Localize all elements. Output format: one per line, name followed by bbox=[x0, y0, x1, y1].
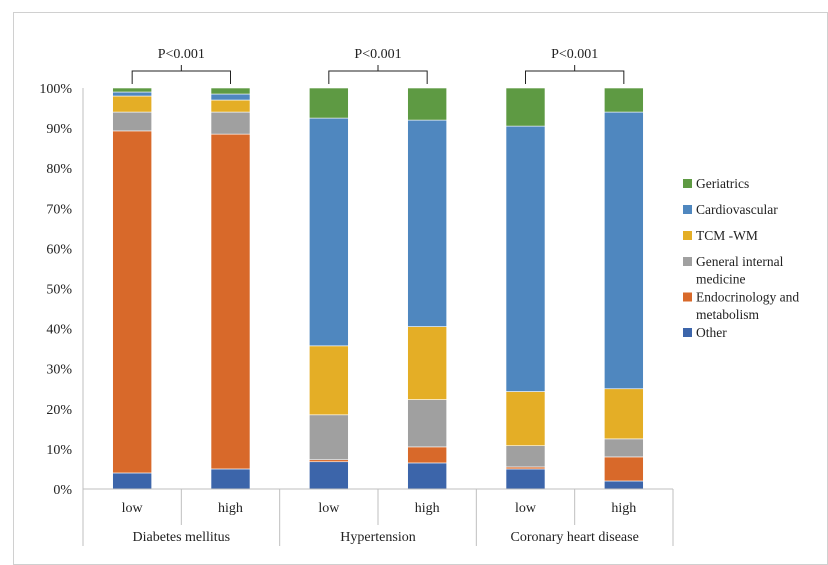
bar-segment-general-internal-medicine bbox=[407, 399, 447, 448]
bar-segment-endocrinology-and-metabolism bbox=[604, 456, 644, 482]
bar-segment-general-internal-medicine bbox=[309, 414, 349, 461]
legend-label: General internal bbox=[696, 254, 784, 269]
y-tick-label: 60% bbox=[46, 242, 72, 257]
legend-swatch bbox=[683, 257, 692, 266]
y-tick-label: 90% bbox=[46, 122, 72, 137]
legend-label: Endocrinology and bbox=[696, 290, 799, 305]
y-tick-label: 80% bbox=[46, 162, 72, 177]
legend-label: Other bbox=[696, 325, 727, 340]
bar-segment-cardiovascular bbox=[604, 111, 644, 390]
category-label: low bbox=[318, 501, 340, 516]
legend-label: medicine bbox=[696, 272, 745, 287]
bar-segment-geriatrics bbox=[407, 87, 447, 121]
y-tick-label: 70% bbox=[46, 202, 72, 217]
bar-segment-endocrinology-and-metabolism bbox=[407, 446, 447, 464]
bar-segment-endocrinology-and-metabolism bbox=[210, 133, 251, 470]
bar-segment-cardiovascular bbox=[505, 125, 546, 392]
bar-segment-endocrinology-and-metabolism bbox=[309, 459, 349, 463]
legend-swatch bbox=[683, 292, 692, 302]
bar-segment-general-internal-medicine bbox=[604, 438, 644, 458]
bar-segment-general-internal-medicine bbox=[112, 111, 152, 132]
bar-segment-endocrinology-and-metabolism bbox=[112, 130, 152, 474]
bar-segment-cardiovascular bbox=[407, 119, 447, 327]
bar-segment-cardiovascular bbox=[210, 93, 251, 101]
bars-layer bbox=[112, 87, 644, 490]
p-value-label: P<0.001 bbox=[158, 47, 205, 62]
bar-segment-general-internal-medicine bbox=[505, 445, 546, 468]
legend-swatch bbox=[683, 205, 692, 214]
bar-segment-other bbox=[505, 468, 546, 490]
bar-segment-tcm-wm bbox=[604, 388, 644, 440]
y-axis: 0% 10% 20% 30% 40% 50% 60% 70% 80% 90% 100% bbox=[39, 82, 84, 498]
bar-segment-geriatrics bbox=[505, 87, 546, 127]
legend-label: Geriatrics bbox=[696, 176, 749, 191]
bar-segment-general-internal-medicine bbox=[210, 111, 251, 135]
category-label: low bbox=[122, 501, 144, 516]
x-axis: low high low high low high Diabetes mellitus Hy… bbox=[82, 488, 674, 546]
bar-segment-geriatrics bbox=[210, 87, 251, 95]
bar-segment-geriatrics bbox=[604, 87, 644, 113]
category-label: high bbox=[611, 501, 636, 516]
bar-segment-endocrinology-and-metabolism bbox=[505, 466, 546, 470]
bar-segment-geriatrics bbox=[309, 87, 349, 119]
p-value-label: P<0.001 bbox=[551, 47, 598, 62]
bar-segment-tcm-wm bbox=[112, 95, 152, 113]
group-label: Diabetes mellitus bbox=[133, 530, 231, 545]
bar-segment-cardiovascular bbox=[309, 117, 349, 347]
y-tick-label: 20% bbox=[46, 403, 72, 418]
y-tick-label: 0% bbox=[53, 483, 72, 498]
significance-brackets: P<0.001 P<0.001 P<0.001 bbox=[131, 47, 625, 84]
bar-segment-cardiovascular bbox=[112, 91, 152, 97]
legend-swatch bbox=[683, 179, 692, 188]
legend-label: TCM -WM bbox=[696, 228, 758, 243]
group-label: Coronary heart disease bbox=[511, 530, 639, 545]
y-tick-label: 40% bbox=[46, 323, 72, 338]
bar-segment-geriatrics bbox=[112, 87, 152, 93]
group-label: Hypertension bbox=[340, 530, 415, 545]
category-label: high bbox=[415, 501, 440, 516]
y-tick-label: 30% bbox=[46, 363, 72, 378]
legend: Geriatrics Cardiovascular TCM -WM General i… bbox=[683, 176, 799, 340]
y-tick-label: 10% bbox=[46, 443, 72, 458]
category-label: high bbox=[218, 501, 243, 516]
legend-label: Cardiovascular bbox=[696, 202, 778, 217]
legend-label: metabolism bbox=[696, 307, 759, 322]
legend-swatch bbox=[683, 328, 692, 337]
y-tick-label: 50% bbox=[46, 283, 72, 298]
bar-segment-tcm-wm bbox=[407, 326, 447, 400]
bar-segment-tcm-wm bbox=[210, 99, 251, 113]
bar-segment-other bbox=[112, 472, 152, 490]
y-tick-label: 100% bbox=[39, 82, 72, 97]
bar-segment-other bbox=[407, 462, 447, 490]
category-label: low bbox=[515, 501, 537, 516]
bar-segment-other bbox=[210, 468, 251, 490]
bar-segment-tcm-wm bbox=[505, 391, 546, 446]
p-value-label: P<0.001 bbox=[354, 47, 401, 62]
bar-segment-other bbox=[309, 461, 349, 490]
bar-segment-tcm-wm bbox=[309, 345, 349, 416]
bar-segment-other bbox=[604, 480, 644, 490]
legend-swatch bbox=[683, 231, 692, 240]
